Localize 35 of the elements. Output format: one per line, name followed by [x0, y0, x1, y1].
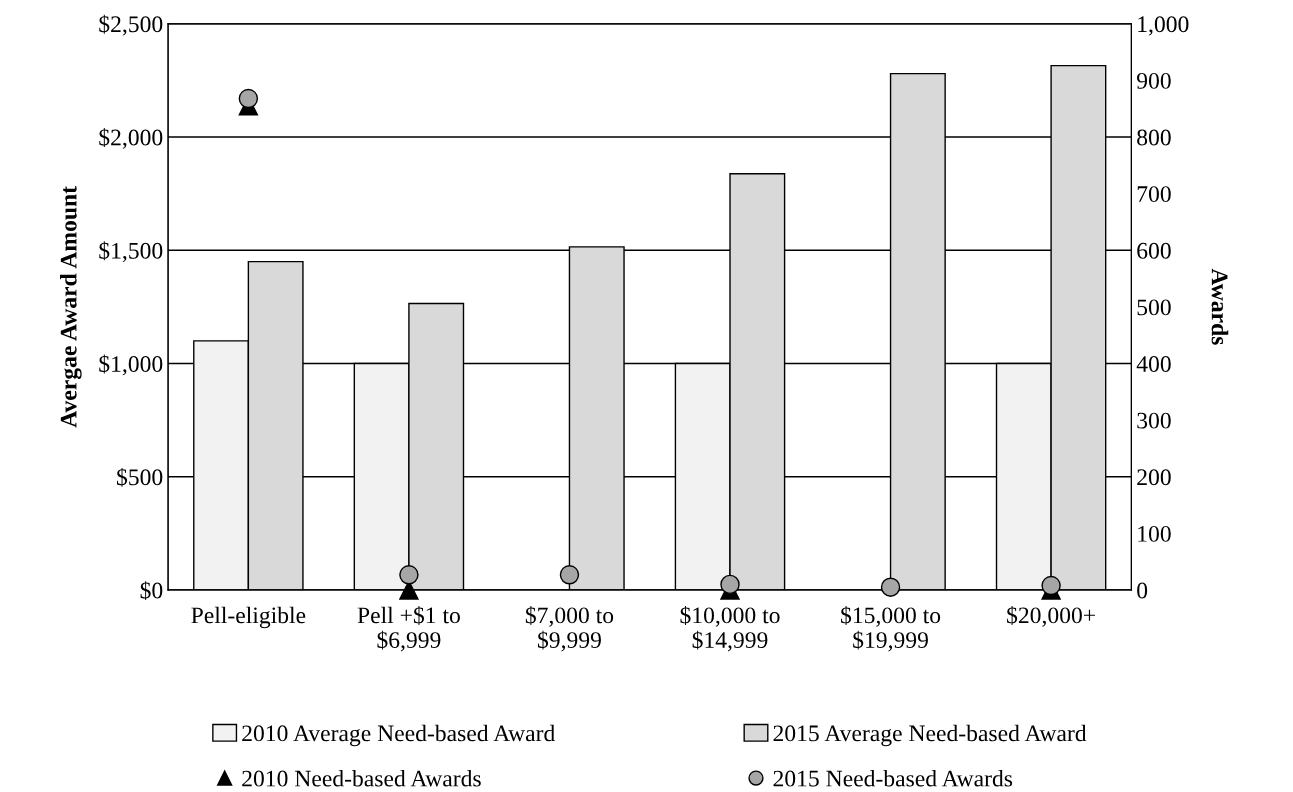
- y2-tick-label: 900: [1137, 72, 1171, 89]
- y2-tick-label: 500: [1137, 299, 1171, 316]
- point: [559, 565, 580, 585]
- point: [880, 577, 901, 597]
- point: [720, 574, 740, 595]
- x-tick-label: $7,000 to $9,999: [525, 605, 614, 652]
- x-tick-label: Pell-eligible: [191, 606, 306, 629]
- y2-tick-label: 700: [1137, 186, 1171, 203]
- y2-tick-label: 800: [1137, 129, 1171, 146]
- x-tick-label: Pell +$1 to $6,999: [357, 605, 460, 652]
- legend-label: 2010 Need-based Awards: [242, 769, 481, 787]
- y-tick-label: $2,500: [99, 14, 163, 36]
- point: [1041, 575, 1061, 596]
- y2-tick-label: 300: [1137, 412, 1171, 429]
- x-tick-label: $20,000+: [1007, 605, 1095, 627]
- x-tick-label: $10,000 to $14,999: [680, 605, 780, 652]
- y-tick-label: $500: [117, 467, 163, 487]
- y2-tick-label: 0: [1137, 582, 1148, 599]
- point: [238, 88, 259, 109]
- y-tick-label: $0: [140, 581, 163, 601]
- y-tick-label: $2,000: [99, 128, 163, 149]
- legend-label: 2015 Need-based Awards: [773, 769, 1013, 787]
- y2-tick-label: 200: [1137, 469, 1171, 486]
- legend-label: 2015 Average Need-based Award: [773, 724, 1087, 747]
- point: [399, 565, 419, 585]
- y-tick-label: $1,000: [99, 354, 163, 376]
- y2-tick-label: 100: [1138, 525, 1171, 542]
- y2-tick-label: 1,000: [1138, 16, 1189, 36]
- y-tick-label: $1,500: [99, 241, 163, 263]
- legend-label: 2010 Average Need-based Award: [242, 724, 555, 747]
- y2-axis-title: Awards: [1211, 268, 1229, 345]
- y2-tick-label: 400: [1136, 356, 1171, 372]
- y2-tick-label: 600: [1137, 242, 1171, 259]
- y-axis-title: Avergae Award Amount: [60, 186, 82, 428]
- x-tick-label: $15,000 to $19,999: [841, 605, 941, 652]
